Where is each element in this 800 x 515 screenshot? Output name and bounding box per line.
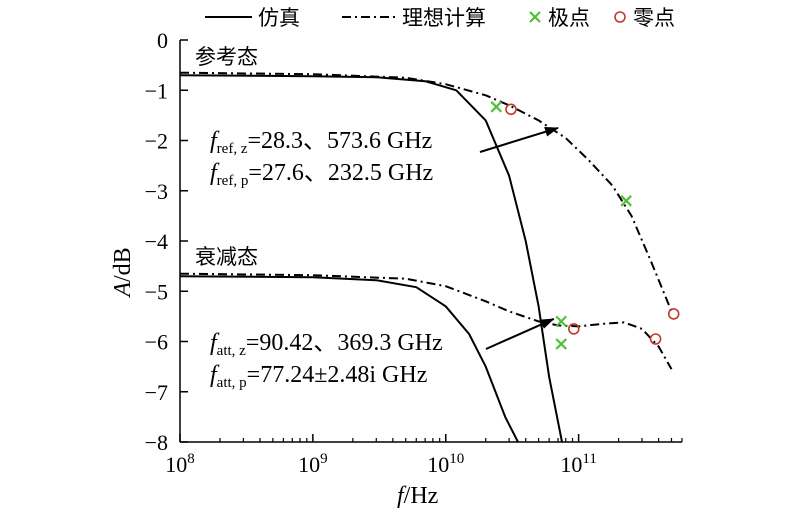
y-axis-title: A/dB xyxy=(110,247,136,298)
y-tick-labels: 0 −1 −2 −3 −4 −5 −6 −7 −8 xyxy=(145,28,168,455)
pole-marker xyxy=(620,195,632,207)
legend-zero-marker xyxy=(614,11,626,23)
series-attenuation-simulation-line xyxy=(180,275,519,442)
axis-ticks xyxy=(179,39,683,443)
zero-marker xyxy=(667,308,680,320)
annotation-reference: fref, z=28.3、573.6 GHz fref, p=27.6、232.… xyxy=(210,126,559,189)
annotation-attenuation: fatt, z=90.42、369.3 GHz fatt, p=77.24±2.… xyxy=(210,317,555,391)
annotation-att-arrow xyxy=(485,317,555,350)
y-tick-label: −3 xyxy=(145,179,168,204)
legend-pole-marker xyxy=(529,11,541,23)
annotation-att-pole-text: fatt, p=77.24±2.48i GHz xyxy=(210,362,427,391)
y-tick-label: 0 xyxy=(157,28,168,53)
x-tick-labels: 108 109 1010 1011 xyxy=(165,451,597,477)
annotation-ref-arrow xyxy=(479,126,559,153)
y-tick-label: −2 xyxy=(145,129,168,154)
y-tick-label: −8 xyxy=(145,430,168,455)
x-tick-label: 1011 xyxy=(560,451,596,477)
state-label-attenuation: 衰减态 xyxy=(195,245,258,269)
x-tick-label: 1010 xyxy=(427,451,464,477)
y-tick-label: −5 xyxy=(145,279,168,304)
pole-marker xyxy=(555,315,567,328)
pole-marker xyxy=(555,338,567,350)
annotation-ref-zero-text: fref, z=28.3、573.6 GHz xyxy=(210,128,432,157)
zero-marker xyxy=(567,323,580,335)
y-tick-label: −4 xyxy=(145,229,168,254)
zero-marker xyxy=(505,103,517,116)
legend-label-pole: 极点 xyxy=(548,6,590,30)
legend-label-zero: 零点 xyxy=(633,6,675,30)
y-tick-label: −7 xyxy=(145,380,168,405)
x-axis-title: f/Hz xyxy=(397,483,438,509)
x-tick-label: 109 xyxy=(298,451,328,477)
legend: 仿真 理想计算 极点 零点 xyxy=(205,6,675,30)
series-reference-simulation-line xyxy=(180,74,563,442)
state-label-reference: 参考态 xyxy=(195,45,258,69)
pole-marker xyxy=(490,101,503,113)
marker-layer xyxy=(490,101,680,350)
y-tick-label: −1 xyxy=(145,78,168,103)
annotation-ref-pole-text: fref, p=27.6、232.5 GHz xyxy=(210,160,433,189)
annotation-att-zero-text: fatt, z=90.42、369.3 GHz xyxy=(210,330,443,359)
x-tick-label: 108 xyxy=(165,451,195,477)
legend-label-ideal: 理想计算 xyxy=(402,6,486,30)
series-reference-ideal-line xyxy=(180,71,673,312)
y-tick-label: −6 xyxy=(145,330,168,355)
legend-label-simulation: 仿真 xyxy=(258,6,300,30)
zero-marker xyxy=(649,333,662,345)
